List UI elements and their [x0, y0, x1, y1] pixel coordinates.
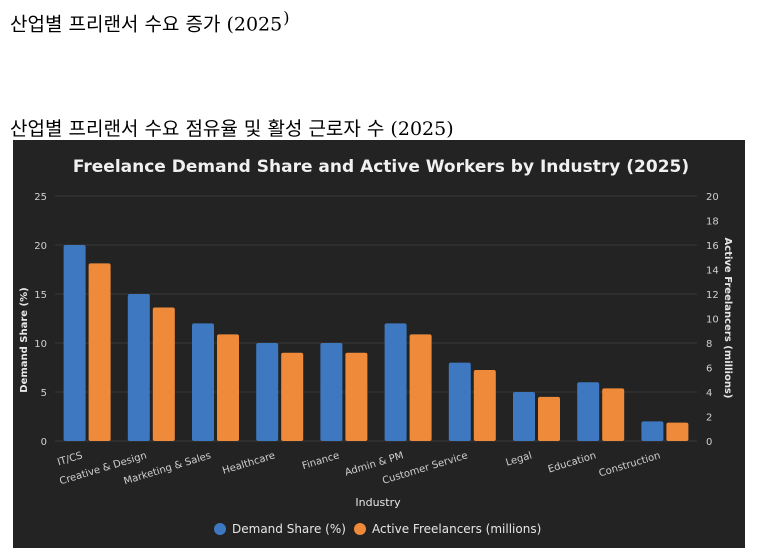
bar-active-freelancers [281, 352, 304, 441]
bar-active-freelancers [345, 352, 368, 441]
bar-demand-share [513, 392, 535, 441]
legend-marker-freelancers [354, 523, 366, 535]
x-tick-label: Construction [598, 450, 662, 479]
page-heading-paren: ) [283, 8, 290, 27]
chart-svg: Freelance Demand Share and Active Worker… [19, 157, 733, 536]
bar-demand-share [384, 323, 407, 441]
bar-active-freelancers [473, 369, 496, 441]
bar-active-freelancers [88, 263, 111, 441]
page-heading: 산업별 프리랜서 수요 증가 (2025) [10, 8, 289, 36]
grid-lines [55, 195, 697, 442]
y2-tick-label: 20 [706, 192, 719, 203]
y-tick-label: 10 [34, 339, 47, 350]
chart-title: Freelance Demand Share and Active Worker… [73, 157, 689, 177]
page-heading-text: 산업별 프리랜서 수요 증가 (2025 [10, 13, 283, 36]
y-tick-label: 5 [41, 388, 47, 399]
x-tick-label: IT/CS [56, 450, 84, 468]
x-axis-label: Industry [355, 496, 401, 509]
y2-tick-label: 2 [706, 413, 712, 424]
bar-demand-share [63, 245, 86, 441]
x-tick-label: Legal [505, 450, 534, 468]
bar-demand-share [127, 294, 150, 441]
y2-tick-label: 0 [706, 437, 712, 448]
y2-tick-label: 8 [706, 339, 712, 350]
legend: Demand Share (%) Active Freelancers (mill… [214, 522, 541, 536]
bar-demand-share [641, 421, 664, 441]
y2-tick-label: 10 [706, 315, 719, 326]
bar-demand-share [256, 343, 279, 441]
y2-tick-label: 16 [706, 241, 719, 252]
bar-active-freelancers [602, 388, 625, 441]
bar-demand-share [192, 323, 214, 441]
bar-active-freelancers [409, 334, 432, 441]
bar-active-freelancers [152, 307, 175, 441]
y-tick-label: 20 [34, 241, 47, 252]
y2-tick-label: 18 [706, 217, 719, 228]
y2-tick-label: 4 [706, 388, 712, 399]
bar-demand-share [577, 382, 600, 441]
legend-marker-demand [214, 523, 226, 535]
x-tick-label: Finance [301, 450, 341, 472]
legend-label-demand: Demand Share (%) [232, 522, 346, 536]
y-tick-label: 0 [41, 437, 47, 448]
chart-caption: 산업별 프리랜서 수요 점유율 및 활성 근로자 수 (2025) [10, 118, 454, 140]
x-tick-label: Education [547, 450, 598, 475]
bar-active-freelancers [538, 396, 560, 441]
bar-demand-share [448, 362, 471, 441]
bar-active-freelancers [666, 422, 689, 441]
y2-tick-label: 14 [706, 266, 719, 277]
legend-label-freelancers: Active Freelancers (millions) [372, 522, 541, 536]
chart-panel: Freelance Demand Share and Active Worker… [13, 140, 745, 548]
y-axis-label: Demand Share (%) [19, 287, 30, 392]
y2-tick-label: 12 [706, 290, 719, 301]
y-tick-label: 15 [34, 290, 47, 301]
y-tick-label: 25 [34, 192, 47, 203]
bar-demand-share [320, 343, 343, 441]
x-tick-label: Healthcare [221, 450, 276, 476]
y2-axis-label: Active Freelancers (millions) [722, 238, 733, 399]
y2-tick-label: 6 [706, 364, 712, 375]
bars [63, 245, 689, 441]
bar-active-freelancers [217, 334, 239, 441]
